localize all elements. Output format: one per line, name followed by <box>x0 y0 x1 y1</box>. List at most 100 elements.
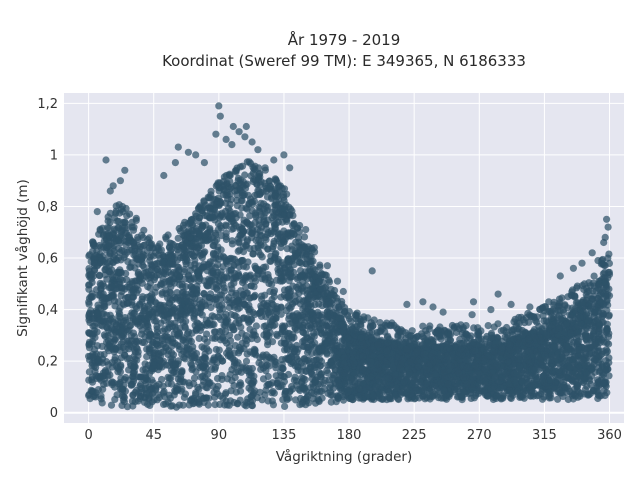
scatter-point <box>162 400 170 408</box>
scatter-point <box>249 309 257 317</box>
scatter-point <box>270 389 278 397</box>
scatter-point <box>88 340 96 348</box>
scatter-point <box>330 331 338 339</box>
scatter-point <box>105 262 113 270</box>
scatter-point <box>143 390 151 398</box>
scatter-point <box>273 332 281 340</box>
scatter-point <box>328 325 336 333</box>
scatter-point <box>255 236 263 244</box>
scatter-point <box>593 381 601 389</box>
scatter-point <box>219 280 227 288</box>
scatter-point <box>125 299 133 307</box>
scatter-point <box>194 395 202 403</box>
scatter-point <box>598 312 607 320</box>
scatter-point <box>106 250 114 258</box>
scatter-point <box>423 379 431 388</box>
scatter-point <box>133 356 141 364</box>
scatter-point <box>300 385 308 393</box>
scatter-point <box>262 386 270 394</box>
scatter-point <box>138 330 146 338</box>
scatter-point <box>530 366 538 374</box>
scatter-point <box>107 401 116 409</box>
scatter-point <box>400 378 408 386</box>
scatter-point <box>473 367 481 376</box>
scatter-point <box>599 380 607 388</box>
scatter-point <box>99 280 107 288</box>
scatter-point <box>116 275 124 283</box>
scatter-point <box>190 374 199 382</box>
scatter-point <box>178 368 186 376</box>
scatter-point <box>201 368 209 376</box>
scatter-point <box>603 347 612 355</box>
scatter-point <box>383 359 391 367</box>
scatter-point <box>146 279 155 287</box>
scatter-point <box>301 302 309 310</box>
scatter-point <box>288 382 296 391</box>
chart-subtitle: Koordinat (Sweref 99 TM): E 349365, N 61… <box>162 52 526 70</box>
scatter-point <box>269 401 277 409</box>
scatter-point <box>298 378 306 386</box>
scatter-point <box>98 294 107 302</box>
scatter-point <box>226 351 234 359</box>
scatter-point <box>600 338 608 346</box>
scatter-point <box>101 302 109 311</box>
scatter-point <box>212 345 220 354</box>
scatter-point <box>202 355 210 363</box>
scatter-point <box>142 375 150 383</box>
scatter-point <box>143 353 151 361</box>
scatter-point <box>270 287 279 295</box>
scatter-point <box>195 272 203 280</box>
scatter-point <box>202 360 210 368</box>
scatter-point <box>244 220 252 228</box>
scatter-point <box>227 218 236 226</box>
scatter-point <box>146 401 154 409</box>
scatter-point <box>274 269 283 277</box>
scatter-point <box>250 328 258 336</box>
scatter-point <box>369 352 377 360</box>
scatter-point <box>284 255 292 263</box>
scatter-point <box>547 376 556 384</box>
scatter-point <box>111 297 119 305</box>
scatter-point <box>307 363 315 371</box>
scatter-point <box>100 375 109 383</box>
scatter-point <box>480 374 488 382</box>
scatter-point <box>299 342 307 350</box>
scatter-point <box>134 348 142 356</box>
scatter-point <box>195 334 203 342</box>
scatter-point <box>392 384 400 392</box>
scatter-point <box>148 341 156 349</box>
scatter-point <box>304 346 313 354</box>
scatter-point <box>287 303 295 311</box>
scatter-point <box>232 298 240 306</box>
scatter-point <box>108 283 116 291</box>
scatter-point <box>277 310 285 318</box>
scatter-point <box>233 202 241 210</box>
scatter-point <box>271 361 280 369</box>
scatter-point <box>270 240 278 248</box>
scatter-point <box>519 378 527 386</box>
scatter-point <box>242 402 250 410</box>
scatter-point <box>234 247 242 255</box>
scatter-point <box>483 392 491 400</box>
scatter-point <box>444 380 452 388</box>
scatter-point <box>429 349 437 357</box>
scatter-point <box>451 386 459 394</box>
scatter-point <box>327 343 335 351</box>
scatter-point <box>151 288 159 296</box>
scatter-point <box>193 244 201 252</box>
scatter-point <box>111 354 119 362</box>
scatter-point <box>266 257 274 265</box>
scatter-point <box>254 242 262 250</box>
scatter-point <box>314 317 322 325</box>
scatter-point <box>236 223 244 231</box>
scatter-point <box>188 366 196 374</box>
scatter-point <box>234 359 242 367</box>
scatter-point <box>255 309 263 318</box>
scatter-point <box>264 380 272 388</box>
scatter-point <box>161 325 169 333</box>
scatter-point <box>106 311 114 319</box>
scatter-point <box>274 376 282 384</box>
scatter-point <box>273 305 281 313</box>
scatter-point <box>504 358 512 366</box>
scatter-point <box>176 378 184 386</box>
